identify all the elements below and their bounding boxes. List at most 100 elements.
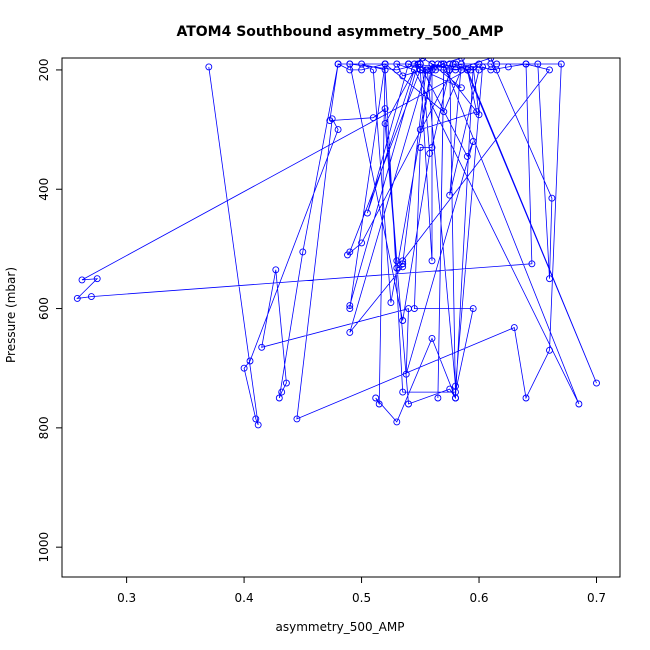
- data-point: [346, 305, 354, 313]
- data-point: [432, 66, 440, 74]
- data-point: [293, 415, 301, 423]
- data-point: [469, 63, 477, 71]
- data-point: [528, 260, 536, 268]
- data-point: [402, 370, 410, 378]
- data-point: [452, 60, 459, 68]
- data-point: [387, 299, 395, 307]
- data-point: [416, 126, 424, 134]
- data-point: [381, 105, 389, 113]
- data-point: [334, 60, 342, 68]
- data-point: [252, 415, 260, 423]
- data-point: [469, 138, 477, 145]
- data-point: [475, 66, 483, 74]
- data-point: [393, 257, 401, 265]
- data-point: [358, 239, 366, 247]
- data-point: [504, 63, 512, 71]
- data-point: [426, 149, 434, 157]
- data-point: [593, 379, 600, 387]
- data-point: [399, 260, 407, 268]
- data-point: [87, 293, 95, 301]
- data-point: [463, 152, 471, 160]
- data-point: [282, 379, 290, 387]
- data-point: [73, 294, 81, 302]
- x-tick-label: 0.7: [587, 591, 606, 605]
- data-point: [369, 114, 377, 122]
- data-point: [434, 394, 442, 402]
- y-axis-label: Pressure (mbar): [4, 267, 18, 363]
- data-point: [546, 346, 553, 354]
- data-point: [575, 400, 583, 408]
- data-point: [205, 63, 213, 71]
- x-tick-label: 0.3: [117, 591, 136, 605]
- data-point: [440, 108, 448, 116]
- series-layer: [73, 58, 600, 429]
- data-point: [428, 66, 436, 74]
- data-point: [369, 66, 377, 74]
- data-point: [449, 60, 457, 68]
- series-line: [76, 58, 597, 426]
- data-point: [428, 144, 436, 151]
- data-point: [299, 248, 307, 256]
- x-axis: 0.3 0.4 0.5 0.6 0.7: [117, 577, 606, 605]
- data-point: [493, 66, 501, 74]
- data-point: [405, 400, 412, 408]
- data-point: [346, 60, 354, 68]
- data-point: [278, 388, 286, 396]
- data-point: [446, 385, 454, 393]
- y-axis: 200 400 600 800 1000: [37, 58, 62, 562]
- data-point: [546, 275, 553, 283]
- data-point: [346, 302, 354, 310]
- data-point: [522, 60, 530, 68]
- data-point: [78, 276, 86, 284]
- data-point: [437, 60, 445, 68]
- y-tick-label: 200: [37, 58, 51, 81]
- data-point: [240, 364, 248, 372]
- data-point: [469, 305, 477, 313]
- data-point: [428, 334, 436, 342]
- data-point: [346, 328, 354, 336]
- data-point: [363, 209, 371, 217]
- y-tick-label: 800: [37, 416, 51, 439]
- data-point: [548, 194, 556, 202]
- y-tick-label: 600: [37, 297, 51, 320]
- data-point: [414, 60, 422, 68]
- plot-frame: [61, 57, 621, 578]
- data-point: [457, 84, 465, 92]
- data-point: [393, 418, 401, 426]
- data-point: [510, 324, 518, 332]
- data-point: [375, 400, 383, 408]
- data-point: [334, 126, 342, 134]
- data-point: [258, 343, 266, 351]
- chart-title: ATOM4 Southbound asymmetry_500_AMP: [176, 24, 503, 40]
- data-point: [446, 191, 454, 199]
- data-point: [416, 144, 424, 151]
- data-point: [473, 108, 481, 116]
- data-point: [254, 421, 262, 429]
- data-point: [428, 257, 436, 265]
- data-point: [399, 388, 407, 396]
- data-point: [346, 248, 354, 256]
- data-point: [246, 357, 254, 365]
- data-point: [393, 66, 401, 74]
- data-point: [463, 66, 471, 74]
- data-point: [416, 66, 424, 74]
- data-point: [546, 66, 553, 74]
- data-point: [419, 58, 427, 62]
- data-point: [93, 275, 101, 283]
- data-point: [557, 60, 565, 68]
- y-tick-label: 1000: [37, 532, 51, 563]
- data-point: [410, 305, 418, 313]
- data-point: [275, 394, 283, 402]
- data-point: [399, 72, 407, 80]
- y-tick-label: 400: [37, 178, 51, 201]
- data-point: [326, 117, 334, 125]
- data-point: [381, 66, 389, 74]
- data-point: [419, 66, 427, 74]
- data-point: [372, 394, 380, 402]
- data-point: [534, 60, 542, 68]
- data-point: [434, 60, 442, 68]
- data-point: [393, 264, 401, 272]
- x-tick-label: 0.4: [235, 591, 254, 605]
- data-point: [358, 60, 366, 68]
